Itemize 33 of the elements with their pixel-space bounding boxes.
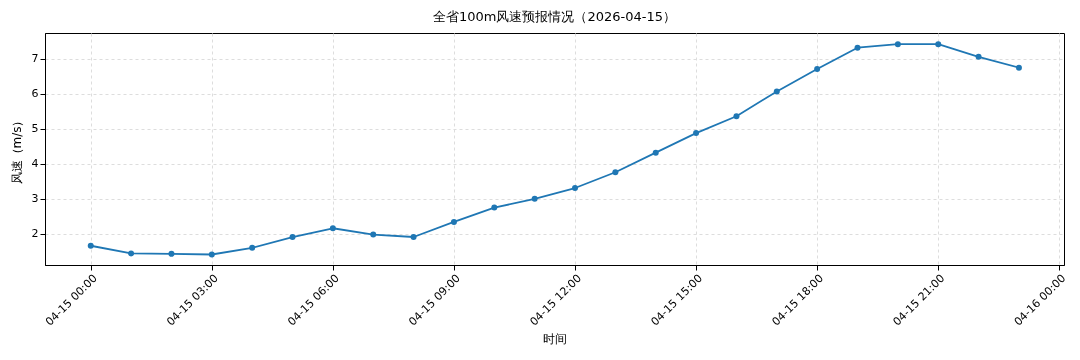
point: [87, 242, 94, 249]
point: [975, 53, 982, 60]
point: [612, 169, 619, 176]
point: [1015, 64, 1022, 71]
point: [733, 113, 740, 120]
y-tick-label: 6: [31, 87, 39, 101]
point: [410, 234, 417, 240]
point: [491, 204, 498, 211]
point: [168, 250, 175, 257]
x-axis-title: 时间: [543, 331, 567, 346]
point: [854, 44, 861, 51]
point: [814, 66, 821, 73]
point: [531, 195, 538, 202]
point: [208, 251, 215, 258]
point: [894, 41, 901, 48]
y-tick-label: 4: [31, 157, 39, 171]
chart-title: 全省100m风速预报情况（2026-04-15）: [432, 9, 677, 24]
y-tick-label: 3: [31, 192, 39, 206]
y-tick-label: 7: [31, 52, 39, 66]
point: [289, 234, 296, 240]
point: [935, 41, 942, 48]
point: [249, 244, 256, 251]
point: [370, 231, 377, 238]
point: [329, 225, 336, 232]
point: [572, 185, 579, 192]
y-tick-label: 5: [31, 122, 39, 136]
y-axis-title: 风速（m/s）: [9, 114, 24, 185]
y-tick-label: 2: [31, 227, 39, 241]
point: [128, 250, 135, 257]
point: [652, 149, 659, 156]
point: [773, 88, 780, 95]
point: [693, 130, 700, 137]
point: [450, 218, 457, 225]
